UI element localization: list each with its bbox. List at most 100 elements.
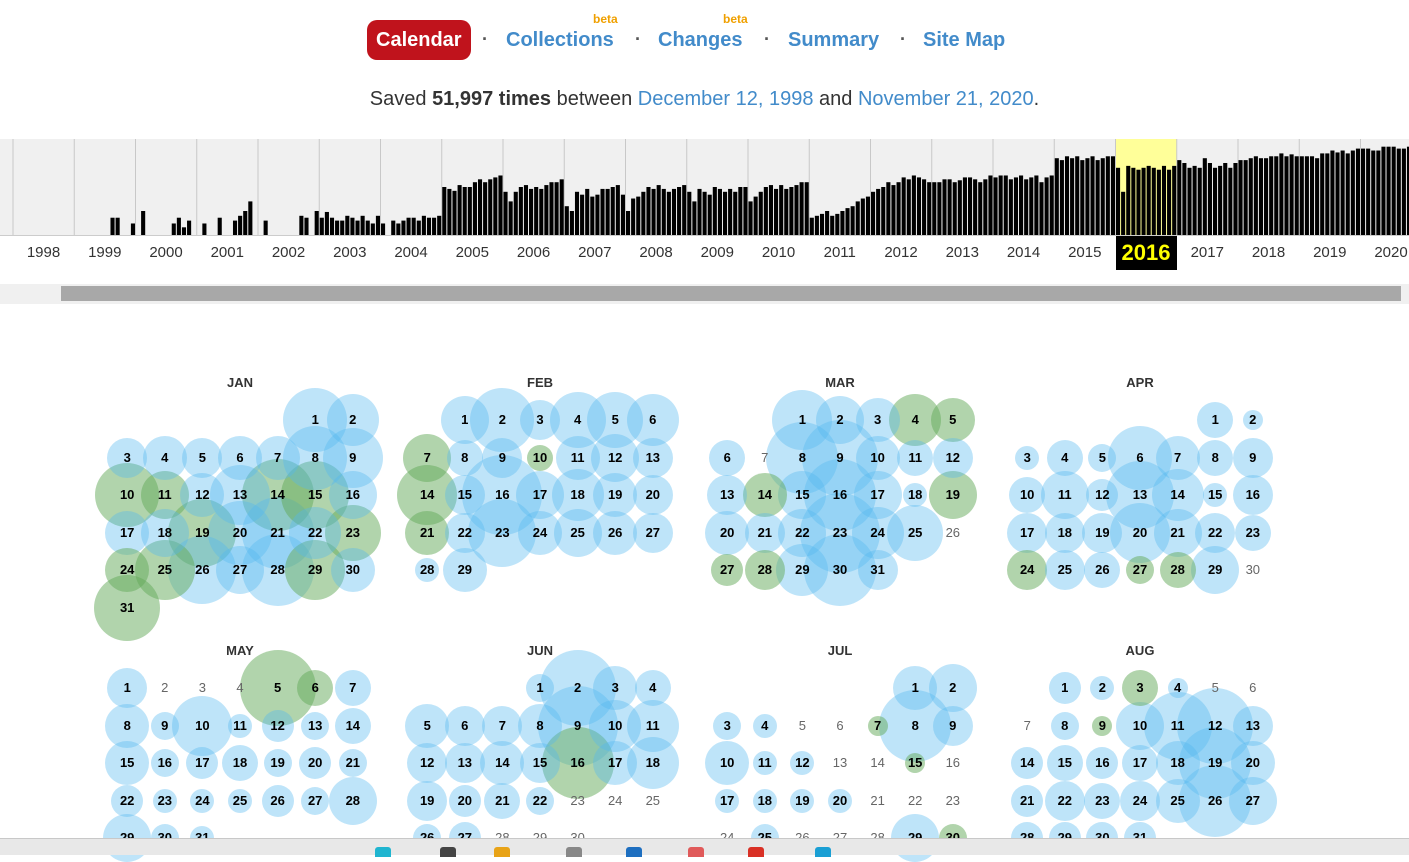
histogram-bar[interactable] (1249, 158, 1253, 235)
histogram-bar[interactable] (1295, 156, 1299, 235)
histogram-bar[interactable] (932, 182, 936, 235)
histogram-bar[interactable] (631, 199, 635, 235)
day-aug-16[interactable]: 16 (1087, 753, 1117, 773)
day-jan-11[interactable]: 11 (150, 485, 180, 505)
histogram-bar[interactable] (708, 195, 712, 235)
histogram-bar[interactable] (1254, 156, 1258, 235)
histogram-bar[interactable] (141, 211, 145, 235)
histogram-bar[interactable] (177, 218, 181, 235)
histogram-bar[interactable] (1080, 160, 1084, 235)
day-mar-4[interactable]: 4 (900, 410, 930, 430)
year-2014[interactable]: 2014 (993, 236, 1054, 270)
day-jun-11[interactable]: 11 (638, 716, 668, 736)
day-feb-1[interactable]: 1 (450, 410, 480, 430)
histogram-bar[interactable] (1152, 168, 1156, 235)
day-jan-1[interactable]: 1 (300, 410, 330, 430)
histogram-bar[interactable] (1361, 149, 1365, 235)
histogram-bar[interactable] (1218, 166, 1222, 235)
histogram-bar[interactable] (544, 185, 548, 235)
histogram-bar[interactable] (1136, 170, 1140, 235)
histogram-bar[interactable] (1014, 177, 1018, 235)
day-aug-26[interactable]: 26 (1200, 791, 1230, 811)
day-mar-13[interactable]: 13 (712, 485, 742, 505)
day-aug-11[interactable]: 11 (1163, 716, 1193, 736)
day-apr-12[interactable]: 12 (1087, 485, 1117, 505)
day-apr-6[interactable]: 6 (1125, 448, 1155, 468)
histogram-bar[interactable] (131, 223, 135, 235)
day-jun-3[interactable]: 3 (600, 678, 630, 698)
year-2002[interactable]: 2002 (258, 236, 319, 270)
histogram-bar[interactable] (1193, 166, 1197, 235)
day-apr-16[interactable]: 16 (1238, 485, 1268, 505)
histogram-bar[interactable] (504, 192, 508, 235)
day-jan-7[interactable]: 7 (263, 448, 293, 468)
histogram-bar[interactable] (570, 211, 574, 235)
day-aug-21[interactable]: 21 (1012, 791, 1042, 811)
histogram-bar[interactable] (1387, 147, 1391, 235)
day-apr-13[interactable]: 13 (1125, 485, 1155, 505)
day-jul-1[interactable]: 1 (900, 678, 930, 698)
histogram-bar[interactable] (902, 177, 906, 235)
histogram-bar[interactable] (1004, 175, 1008, 235)
histogram-bar[interactable] (728, 189, 732, 235)
histogram-bar[interactable] (447, 189, 451, 235)
histogram-bar[interactable] (805, 182, 809, 235)
histogram-bar[interactable] (856, 201, 860, 235)
histogram-bar[interactable] (1325, 153, 1329, 235)
histogram-bar[interactable] (672, 189, 676, 235)
day-mar-18[interactable]: 18 (900, 485, 930, 505)
year-2016[interactable]: 2016 (1116, 236, 1177, 270)
histogram-bar[interactable] (600, 189, 604, 235)
histogram-bar[interactable] (1085, 158, 1089, 235)
year-2019[interactable]: 2019 (1299, 236, 1360, 270)
histogram-bar[interactable] (407, 218, 411, 235)
day-aug-8[interactable]: 8 (1050, 716, 1080, 736)
histogram-bar[interactable] (774, 189, 778, 235)
histogram-bar[interactable] (677, 187, 681, 235)
histogram-bar[interactable] (1106, 156, 1110, 235)
histogram-bar[interactable] (1264, 158, 1268, 235)
day-jun-2[interactable]: 2 (563, 678, 593, 698)
day-feb-6[interactable]: 6 (638, 410, 668, 430)
day-apr-21[interactable]: 21 (1163, 523, 1193, 543)
day-jan-19[interactable]: 19 (187, 523, 217, 543)
histogram-bar[interactable] (616, 185, 620, 235)
histogram-bar[interactable] (1096, 160, 1100, 235)
day-mar-5[interactable]: 5 (938, 410, 968, 430)
day-jun-9[interactable]: 9 (563, 716, 593, 736)
year-2011[interactable]: 2011 (809, 236, 870, 270)
year-2018[interactable]: 2018 (1238, 236, 1299, 270)
day-apr-5[interactable]: 5 (1087, 448, 1117, 468)
day-jan-22[interactable]: 22 (300, 523, 330, 543)
histogram-bar[interactable] (1126, 166, 1130, 235)
histogram-bar[interactable] (1259, 158, 1263, 235)
histogram-bar[interactable] (493, 177, 497, 235)
day-may-25[interactable]: 25 (225, 791, 255, 811)
year-2010[interactable]: 2010 (748, 236, 809, 270)
histogram-bar[interactable] (871, 192, 875, 235)
day-apr-19[interactable]: 19 (1087, 523, 1117, 543)
day-may-11[interactable]: 11 (225, 716, 255, 736)
histogram-bar[interactable] (1397, 149, 1401, 235)
day-jun-1[interactable]: 1 (525, 678, 555, 698)
histogram-bar[interactable] (733, 192, 737, 235)
day-feb-23[interactable]: 23 (487, 523, 517, 543)
histogram-bar[interactable] (304, 218, 308, 235)
histogram-bar[interactable] (1381, 147, 1385, 235)
histogram-bar[interactable] (825, 211, 829, 235)
histogram-bar[interactable] (1402, 149, 1406, 235)
histogram-bar[interactable] (1315, 158, 1319, 235)
histogram-bar[interactable] (1335, 152, 1339, 235)
day-mar-15[interactable]: 15 (787, 485, 817, 505)
day-apr-11[interactable]: 11 (1050, 485, 1080, 505)
day-jan-25[interactable]: 25 (150, 560, 180, 580)
histogram-bar[interactable] (749, 201, 753, 235)
year-1998[interactable]: 1998 (13, 236, 74, 270)
day-apr-17[interactable]: 17 (1012, 523, 1042, 543)
histogram-bar[interactable] (840, 211, 844, 235)
day-aug-3[interactable]: 3 (1125, 678, 1155, 698)
day-feb-16[interactable]: 16 (487, 485, 517, 505)
year-2005[interactable]: 2005 (442, 236, 503, 270)
year-1999[interactable]: 1999 (74, 236, 135, 270)
day-aug-10[interactable]: 10 (1125, 716, 1155, 736)
